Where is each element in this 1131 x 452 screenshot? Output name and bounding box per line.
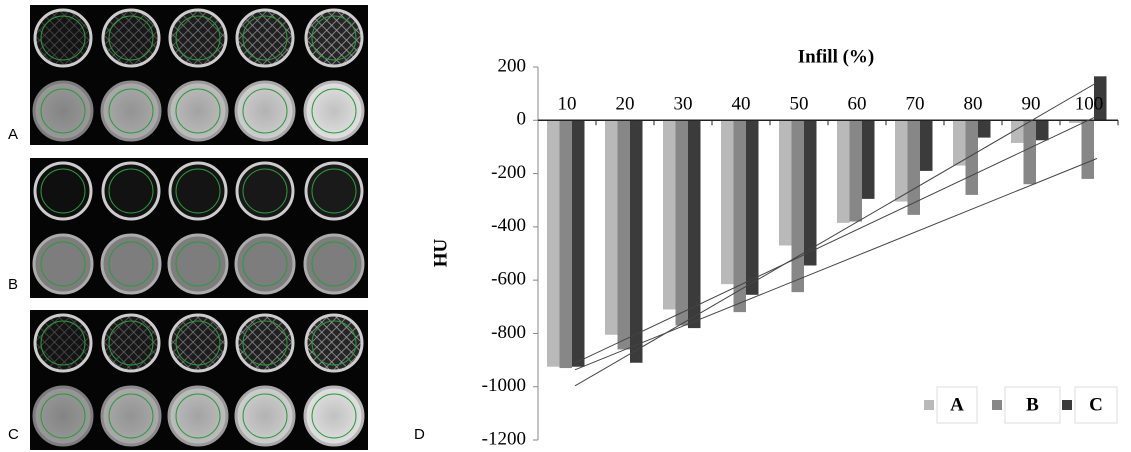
phantom-bottom [305,387,363,445]
bar [560,120,573,368]
phantom-bottom [305,235,363,293]
y-tick-label: 200 [498,55,527,76]
bar [1024,120,1037,184]
bar [688,120,701,328]
phantom-bottom [236,387,294,445]
bar [547,120,560,366]
figure: A B C D Infill (%) HU 200 0 -200 -400 -600 -8… [0,0,1131,452]
bar [1036,120,1049,140]
y-tick-label: -200 [491,162,526,183]
panel-label: A [8,126,18,143]
phantom-top [306,10,362,66]
phantom-bottom [102,82,160,140]
x-tick-label: 60 [848,94,867,115]
bar [630,120,643,362]
bar [676,120,689,325]
y-axis-label: HU [430,238,451,267]
x-tick-label: 100 [1075,94,1104,115]
phantom-bottom [34,82,92,140]
phantom-top [237,10,293,66]
phantom-top [35,163,91,219]
bar [978,120,991,137]
x-tick-label: 80 [964,94,983,115]
x-tick-label: 40 [732,94,751,115]
trendline [575,116,1097,363]
phantom-top [35,315,91,371]
legend-swatch [924,400,934,410]
image-panels [30,5,368,450]
chart-title: Infill (%) [798,46,875,67]
y-tick-label: -1200 [482,428,526,449]
bar [920,120,933,171]
phantom-bottom [169,82,227,140]
phantom-bottom [102,387,160,445]
phantom-top [237,315,293,371]
bar [862,120,875,199]
phantom-top [170,163,226,219]
legend-label: B [1026,394,1039,415]
panel-label: B [8,276,18,293]
chart: 200 0 -200 -400 -600 -800 -1000 -1200 10 20 30 40 50… [482,55,1118,449]
phantom-bottom [236,235,294,293]
panel-label: D [414,426,425,443]
x-tick-label: 20 [616,94,635,115]
x-tick-label: 30 [674,94,693,115]
panel-label: C [8,426,19,443]
bar [618,120,631,349]
bar [779,120,792,245]
phantom-top [35,10,91,66]
y-tick-label: 0 [517,109,527,130]
bar [605,120,618,334]
phantom-bottom [169,235,227,293]
bar [1082,120,1095,179]
phantom-top [170,315,226,371]
bar [804,120,817,265]
bar [837,120,850,223]
phantom-bottom [169,387,227,445]
x-tick-label: 70 [906,94,925,115]
x-tick-label: 90 [1022,94,1041,115]
trendline [575,159,1097,370]
phantom-top [103,163,159,219]
y-tick-label: -400 [491,215,526,236]
y-tick-label: -600 [491,269,526,290]
x-tick-label: 50 [790,94,809,115]
phantom-bottom [34,235,92,293]
bar [953,120,966,165]
legend-label: C [1089,394,1103,415]
phantom-bottom [305,82,363,140]
phantom-top [103,10,159,66]
phantom-top [103,315,159,371]
phantom-top [306,315,362,371]
legend-label: A [950,394,964,415]
bar [850,120,863,221]
phantom-top [306,163,362,219]
bar [721,120,734,284]
legend-swatch [1062,400,1072,410]
bar [792,120,805,292]
bar [895,120,908,201]
bar [572,120,585,366]
phantom-bottom [236,82,294,140]
phantom-top [237,163,293,219]
bar [663,120,676,309]
bar [746,120,759,295]
phantom-bottom [34,387,92,445]
phantom-top [170,10,226,66]
phantom-bottom [102,235,160,293]
legend-swatch [992,400,1002,410]
y-tick-label: -1000 [482,375,526,396]
trendline [575,83,1097,386]
y-tick-label: -800 [491,322,526,343]
x-tick-label: 10 [558,94,577,115]
page: A B C D Infill (%) HU 200 0 -200 -400 -600 -8… [0,0,1131,452]
